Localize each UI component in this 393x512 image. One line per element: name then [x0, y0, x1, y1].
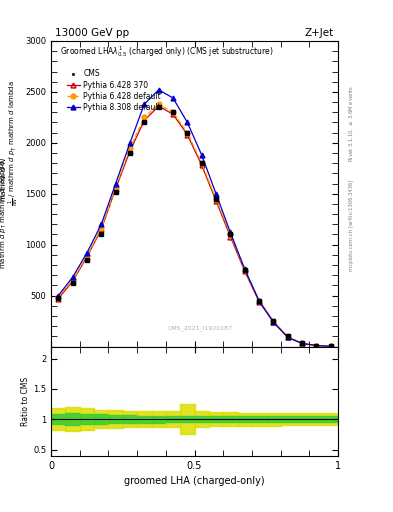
Pythia 6.428 370 — [199, 162, 204, 168]
Pythia 6.428 default — [142, 114, 147, 120]
Pythia 8.308 default — [156, 87, 161, 93]
Pythia 8.308 default — [199, 152, 204, 158]
Pythia 6.428 default — [84, 253, 89, 259]
Pythia 8.308 default — [185, 119, 190, 125]
CMS — [84, 257, 89, 263]
CMS — [56, 294, 61, 301]
Text: Z+Jet: Z+Jet — [305, 28, 334, 38]
Pythia 6.428 370 — [171, 111, 175, 117]
Pythia 6.428 370 — [70, 279, 75, 285]
Text: 13000 GeV pp: 13000 GeV pp — [55, 28, 129, 38]
CMS — [329, 343, 333, 349]
Pythia 6.428 370 — [257, 298, 261, 305]
CMS — [300, 340, 305, 347]
Pythia 8.308 default — [271, 319, 276, 325]
Pythia 6.428 default — [99, 225, 104, 231]
CMS — [171, 109, 175, 115]
Pythia 6.428 370 — [56, 295, 61, 302]
Pythia 6.428 370 — [314, 343, 319, 349]
CMS — [185, 130, 190, 136]
Pythia 8.308 default — [128, 140, 132, 146]
Pythia 6.428 370 — [214, 198, 219, 204]
Text: mathrm $d$ $p_\mathrm{T}$ mathrm $d$ lagbda: mathrm $d$ $p_\mathrm{T}$ mathrm $d$ lag… — [0, 161, 9, 269]
Pythia 6.428 default — [128, 145, 132, 151]
Legend: CMS, Pythia 6.428 370, Pythia 6.428 default, Pythia 8.308 default: CMS, Pythia 6.428 370, Pythia 6.428 defa… — [64, 66, 164, 115]
Pythia 8.308 default — [142, 101, 147, 107]
Line: CMS: CMS — [56, 105, 333, 349]
Line: Pythia 6.428 default: Pythia 6.428 default — [56, 102, 333, 349]
CMS — [199, 160, 204, 166]
Pythia 6.428 370 — [142, 117, 147, 123]
CMS — [242, 267, 247, 273]
Pythia 6.428 default — [199, 160, 204, 166]
Line: Pythia 6.428 370: Pythia 6.428 370 — [56, 104, 333, 349]
Pythia 6.428 370 — [300, 340, 305, 347]
Pythia 8.308 default — [329, 343, 333, 349]
CMS — [128, 150, 132, 156]
Pythia 6.428 default — [257, 297, 261, 304]
Pythia 6.428 default — [242, 267, 247, 273]
CMS — [142, 119, 147, 125]
Y-axis label: Ratio to CMS: Ratio to CMS — [21, 376, 30, 425]
Pythia 8.308 default — [84, 250, 89, 256]
Pythia 6.428 370 — [242, 268, 247, 274]
Pythia 8.308 default — [285, 334, 290, 340]
Pythia 8.308 default — [257, 297, 261, 304]
Pythia 6.428 370 — [84, 254, 89, 260]
CMS — [214, 196, 219, 202]
CMS — [314, 343, 319, 349]
Pythia 6.428 default — [56, 293, 61, 300]
Pythia 6.428 370 — [99, 226, 104, 232]
Pythia 6.428 default — [285, 333, 290, 339]
Pythia 6.428 default — [214, 196, 219, 202]
Pythia 8.308 default — [242, 266, 247, 272]
Pythia 6.428 default — [271, 318, 276, 324]
Pythia 8.308 default — [314, 343, 319, 349]
Line: Pythia 8.308 default: Pythia 8.308 default — [56, 88, 333, 349]
Pythia 6.428 370 — [228, 233, 233, 240]
Pythia 6.428 default — [113, 184, 118, 190]
Pythia 6.428 default — [171, 109, 175, 115]
Text: $\frac{1}{\mathrm{d}N}$ / mathrm $d$ $p_T$ mathrm $d$ lambda: $\frac{1}{\mathrm{d}N}$ / mathrm $d$ $p_… — [7, 80, 21, 206]
Pythia 6.428 default — [185, 130, 190, 136]
Pythia 6.428 370 — [185, 132, 190, 138]
CMS — [271, 318, 276, 324]
Pythia 8.308 default — [70, 274, 75, 281]
CMS — [113, 188, 118, 195]
Pythia 6.428 default — [329, 343, 333, 349]
CMS — [257, 297, 261, 304]
Pythia 6.428 370 — [156, 103, 161, 109]
CMS — [70, 280, 75, 286]
Text: CMS_2021_I1920187: CMS_2021_I1920187 — [168, 325, 233, 331]
Pythia 8.308 default — [99, 221, 104, 227]
Pythia 8.308 default — [171, 95, 175, 101]
CMS — [285, 333, 290, 339]
Pythia 6.428 default — [300, 340, 305, 347]
Text: Rivet 3.1.10, $\geq$ 3.6M events: Rivet 3.1.10, $\geq$ 3.6M events — [348, 84, 356, 161]
Pythia 8.308 default — [113, 181, 118, 187]
CMS — [156, 104, 161, 110]
CMS — [99, 231, 104, 238]
Pythia 8.308 default — [56, 292, 61, 298]
Pythia 8.308 default — [214, 190, 219, 197]
Pythia 6.428 default — [70, 278, 75, 284]
CMS — [228, 231, 233, 238]
Text: mathrm $d^2N$: mathrm $d^2N$ — [0, 157, 9, 202]
Pythia 6.428 default — [314, 343, 319, 349]
Pythia 8.308 default — [300, 340, 305, 347]
Text: mcplots.cern.ch [arXiv:1306.3436]: mcplots.cern.ch [arXiv:1306.3436] — [349, 180, 354, 271]
Pythia 6.428 370 — [128, 148, 132, 154]
Text: Groomed LHA$\lambda^{1}_{0.5}$ (charged only) (CMS jet substructure): Groomed LHA$\lambda^{1}_{0.5}$ (charged … — [60, 44, 274, 59]
Pythia 6.428 370 — [285, 334, 290, 340]
X-axis label: groomed LHA (charged-only): groomed LHA (charged-only) — [124, 476, 265, 486]
Pythia 6.428 370 — [271, 319, 276, 325]
Pythia 8.308 default — [228, 229, 233, 236]
Pythia 6.428 370 — [113, 185, 118, 191]
Pythia 6.428 370 — [329, 343, 333, 349]
Pythia 6.428 default — [156, 101, 161, 107]
Pythia 6.428 default — [228, 231, 233, 238]
